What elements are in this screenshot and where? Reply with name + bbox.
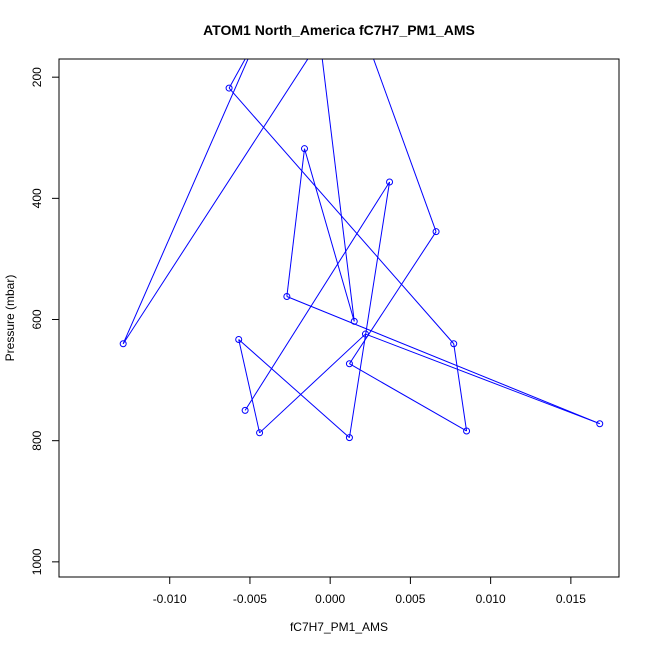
x-tick-label: -0.010	[153, 592, 187, 606]
series-segment	[238, 339, 350, 439]
x-tick-label: -0.005	[233, 592, 267, 606]
series-segment	[348, 181, 391, 438]
series-segment	[286, 296, 600, 425]
series-segment	[228, 59, 246, 89]
series-segment	[349, 363, 467, 432]
data-point	[386, 178, 394, 186]
series-lines	[122, 59, 600, 439]
series-segment	[321, 59, 355, 322]
y-tick-label: 800	[30, 430, 44, 450]
series-segment	[244, 181, 390, 411]
data-point	[463, 427, 471, 435]
y-axis: 200 400 600 800 1000	[30, 67, 60, 575]
data-point	[350, 317, 358, 325]
data-point	[301, 145, 309, 153]
data-point	[225, 84, 233, 92]
data-point	[283, 292, 291, 300]
data-point	[596, 420, 604, 428]
series-segment	[238, 339, 261, 433]
x-tick-label: 0.010	[476, 592, 506, 606]
series-segment	[122, 59, 249, 344]
series-segment	[365, 333, 600, 425]
x-tick-label: 0.000	[315, 592, 345, 606]
x-tick-label: 0.015	[556, 592, 586, 606]
data-point	[450, 340, 458, 348]
series-segment	[122, 59, 309, 345]
series-segment	[373, 59, 437, 232]
data-point	[256, 429, 264, 437]
data-point	[119, 340, 127, 348]
x-axis-label: fC7H7_PM1_AMS	[290, 620, 388, 634]
series-segment	[286, 148, 305, 297]
x-tick-label: 0.005	[395, 592, 425, 606]
chart-title: ATOM1 North_America fC7H7_PM1_AMS	[203, 22, 475, 38]
y-tick-label: 1000	[30, 548, 44, 575]
series-segment	[304, 148, 355, 322]
data-point	[345, 360, 353, 368]
x-axis: -0.010 -0.005 0.000 0.005 0.010 0.015	[153, 576, 586, 606]
y-tick-label: 200	[30, 67, 44, 87]
data-point	[241, 406, 249, 414]
y-axis-label: Pressure (mbar)	[3, 275, 17, 362]
data-point	[361, 330, 369, 338]
data-point	[432, 228, 440, 236]
series-points	[119, 84, 604, 442]
data-point	[235, 336, 243, 344]
series-segment	[349, 231, 437, 365]
data-point	[345, 434, 353, 442]
y-tick-label: 600	[30, 309, 44, 329]
series-segment	[259, 333, 366, 434]
series-segment	[453, 343, 468, 432]
y-tick-label: 400	[30, 188, 44, 208]
